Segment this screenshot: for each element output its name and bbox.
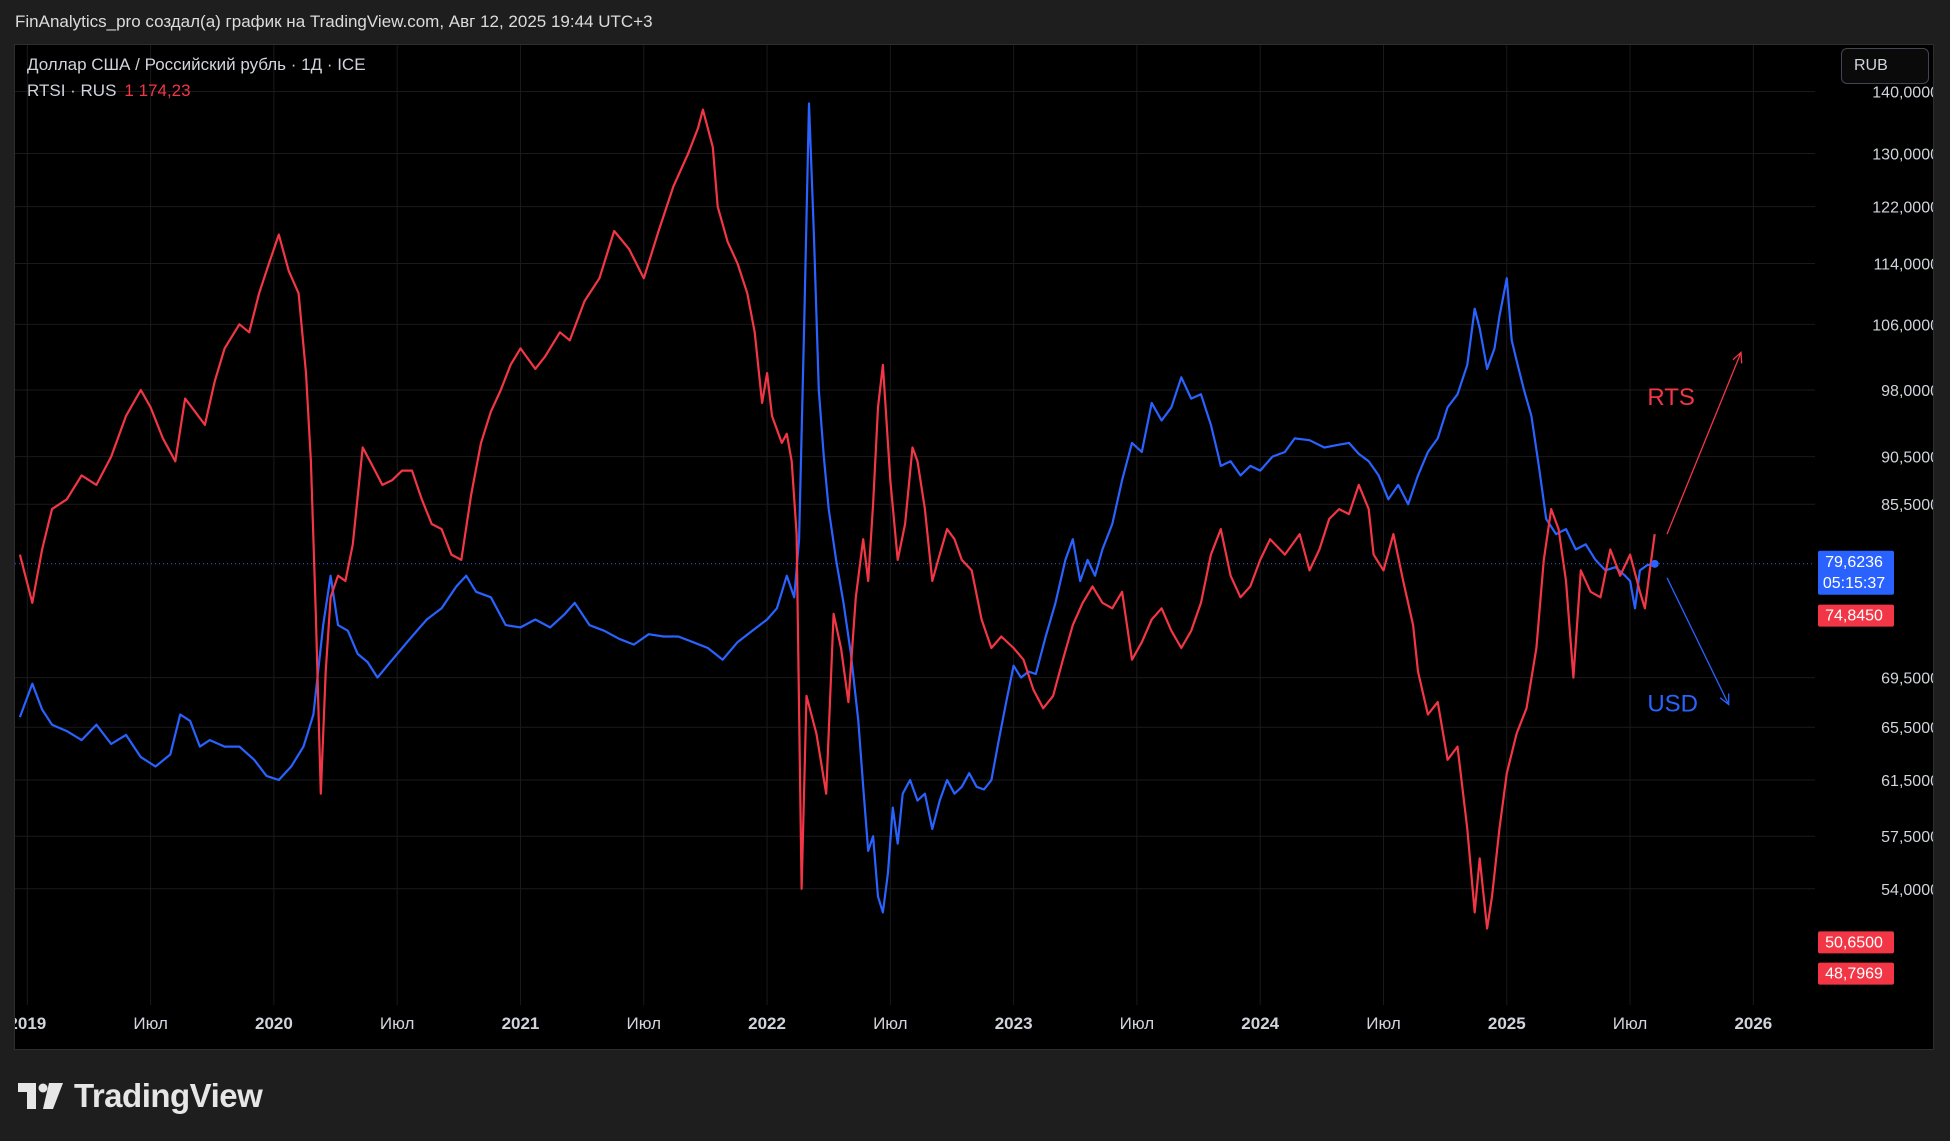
compare-symbol-row[interactable]: RTSI · RUS 1 174,23: [27, 78, 366, 104]
compare-symbol-value: 1 174,23: [124, 81, 191, 100]
time-tick-label: Июл: [1366, 1014, 1401, 1033]
main-symbol-label[interactable]: Доллар США / Российский рубль · 1Д · ICE: [27, 55, 366, 74]
grid: [15, 45, 1933, 1049]
annotation-usd: USD: [1647, 690, 1698, 717]
price-tick-label: 106,0000: [1872, 317, 1933, 334]
price-tick-label: 65,5000: [1881, 720, 1933, 737]
footer: TradingView: [0, 1050, 1950, 1141]
annotation-arrowhead-usd: [1719, 693, 1730, 706]
axis-labels: 140,0000 130,0000 122,0000 114,0000 106,0000…: [15, 85, 1933, 1033]
price-tick-label: 57,5000: [1881, 829, 1933, 846]
price-tick-label: 90,5000: [1881, 450, 1933, 467]
time-tick-label: 2025: [1488, 1014, 1526, 1033]
annotation-arrow-rts: [1666, 352, 1742, 535]
price-chart[interactable]: 140,0000 130,0000 122,0000 114,0000 106,0000…: [15, 45, 1933, 1049]
price-tick-label: 130,0000: [1872, 147, 1933, 164]
time-tick-label: Июл: [380, 1014, 415, 1033]
time-tick-label: Июл: [627, 1014, 662, 1033]
time-tick-label: 2021: [502, 1014, 540, 1033]
time-tick-label: 2020: [255, 1014, 293, 1033]
time-tick-label: 2022: [748, 1014, 786, 1033]
price-tick-label: 122,0000: [1872, 200, 1933, 217]
time-tick-label: Июл: [1120, 1014, 1155, 1033]
price-label-value: 79,6236: [1825, 554, 1883, 571]
price-label-box: [1818, 962, 1894, 985]
time-tick-label: 2019: [15, 1014, 46, 1033]
price-tick-label: 69,5000: [1881, 671, 1933, 688]
price-tick-label: 140,0000: [1872, 85, 1933, 102]
price-label-value: 74,8450: [1825, 608, 1883, 625]
attribution-text: FinAnalytics_pro создал(а) график на Tra…: [15, 12, 653, 31]
time-tick-label: 2023: [995, 1014, 1033, 1033]
tradingview-logo-icon: [18, 1082, 63, 1109]
top-attribution-bar: FinAnalytics_pro создал(а) график на Tra…: [0, 0, 1950, 44]
annotation-arrowhead-rts: [1732, 351, 1743, 364]
series-line-usd: [18, 102, 1655, 914]
price-tick-label: 98,0000: [1881, 383, 1933, 400]
currency-button[interactable]: RUB: [1841, 48, 1929, 84]
time-tick-label: 2026: [1734, 1014, 1772, 1033]
price-label-countdown: 05:15:37: [1823, 575, 1885, 592]
time-tick-label: Июл: [873, 1014, 908, 1033]
price-label-box: [1818, 931, 1894, 954]
price-label-box: [1818, 604, 1894, 627]
annotation-arrow-usd: [1666, 577, 1730, 705]
price-tick-label: 54,0000: [1881, 882, 1933, 899]
annotation-rts: RTS: [1647, 384, 1695, 411]
price-tick-label: 114,0000: [1873, 256, 1933, 273]
series-line-rts: [18, 108, 1656, 930]
chart-pane[interactable]: 140,0000 130,0000 122,0000 114,0000 106,0000…: [14, 44, 1934, 1050]
time-tick-label: 2024: [1241, 1014, 1279, 1033]
price-label-value: 50,6500: [1825, 934, 1883, 951]
price-tick-label: 85,5000: [1881, 497, 1933, 514]
time-tick-label: Июл: [133, 1014, 168, 1033]
tradingview-logo[interactable]: TradingView: [18, 1076, 263, 1115]
compare-symbol-label: RTSI · RUS: [27, 81, 117, 100]
price-axis-area: [1815, 45, 1933, 1049]
price-label-box: [1818, 550, 1894, 595]
series-lines: [18, 102, 1659, 930]
price-label-value: 48,7969: [1825, 966, 1883, 983]
symbol-legend: Доллар США / Российский рубль · 1Д · ICE…: [27, 52, 366, 104]
price-tick-label: 61,5000: [1881, 773, 1933, 790]
usd-last-point: [1650, 559, 1659, 568]
time-tick-label: Июл: [1613, 1014, 1648, 1033]
tradingview-brand: TradingView: [74, 1076, 263, 1114]
